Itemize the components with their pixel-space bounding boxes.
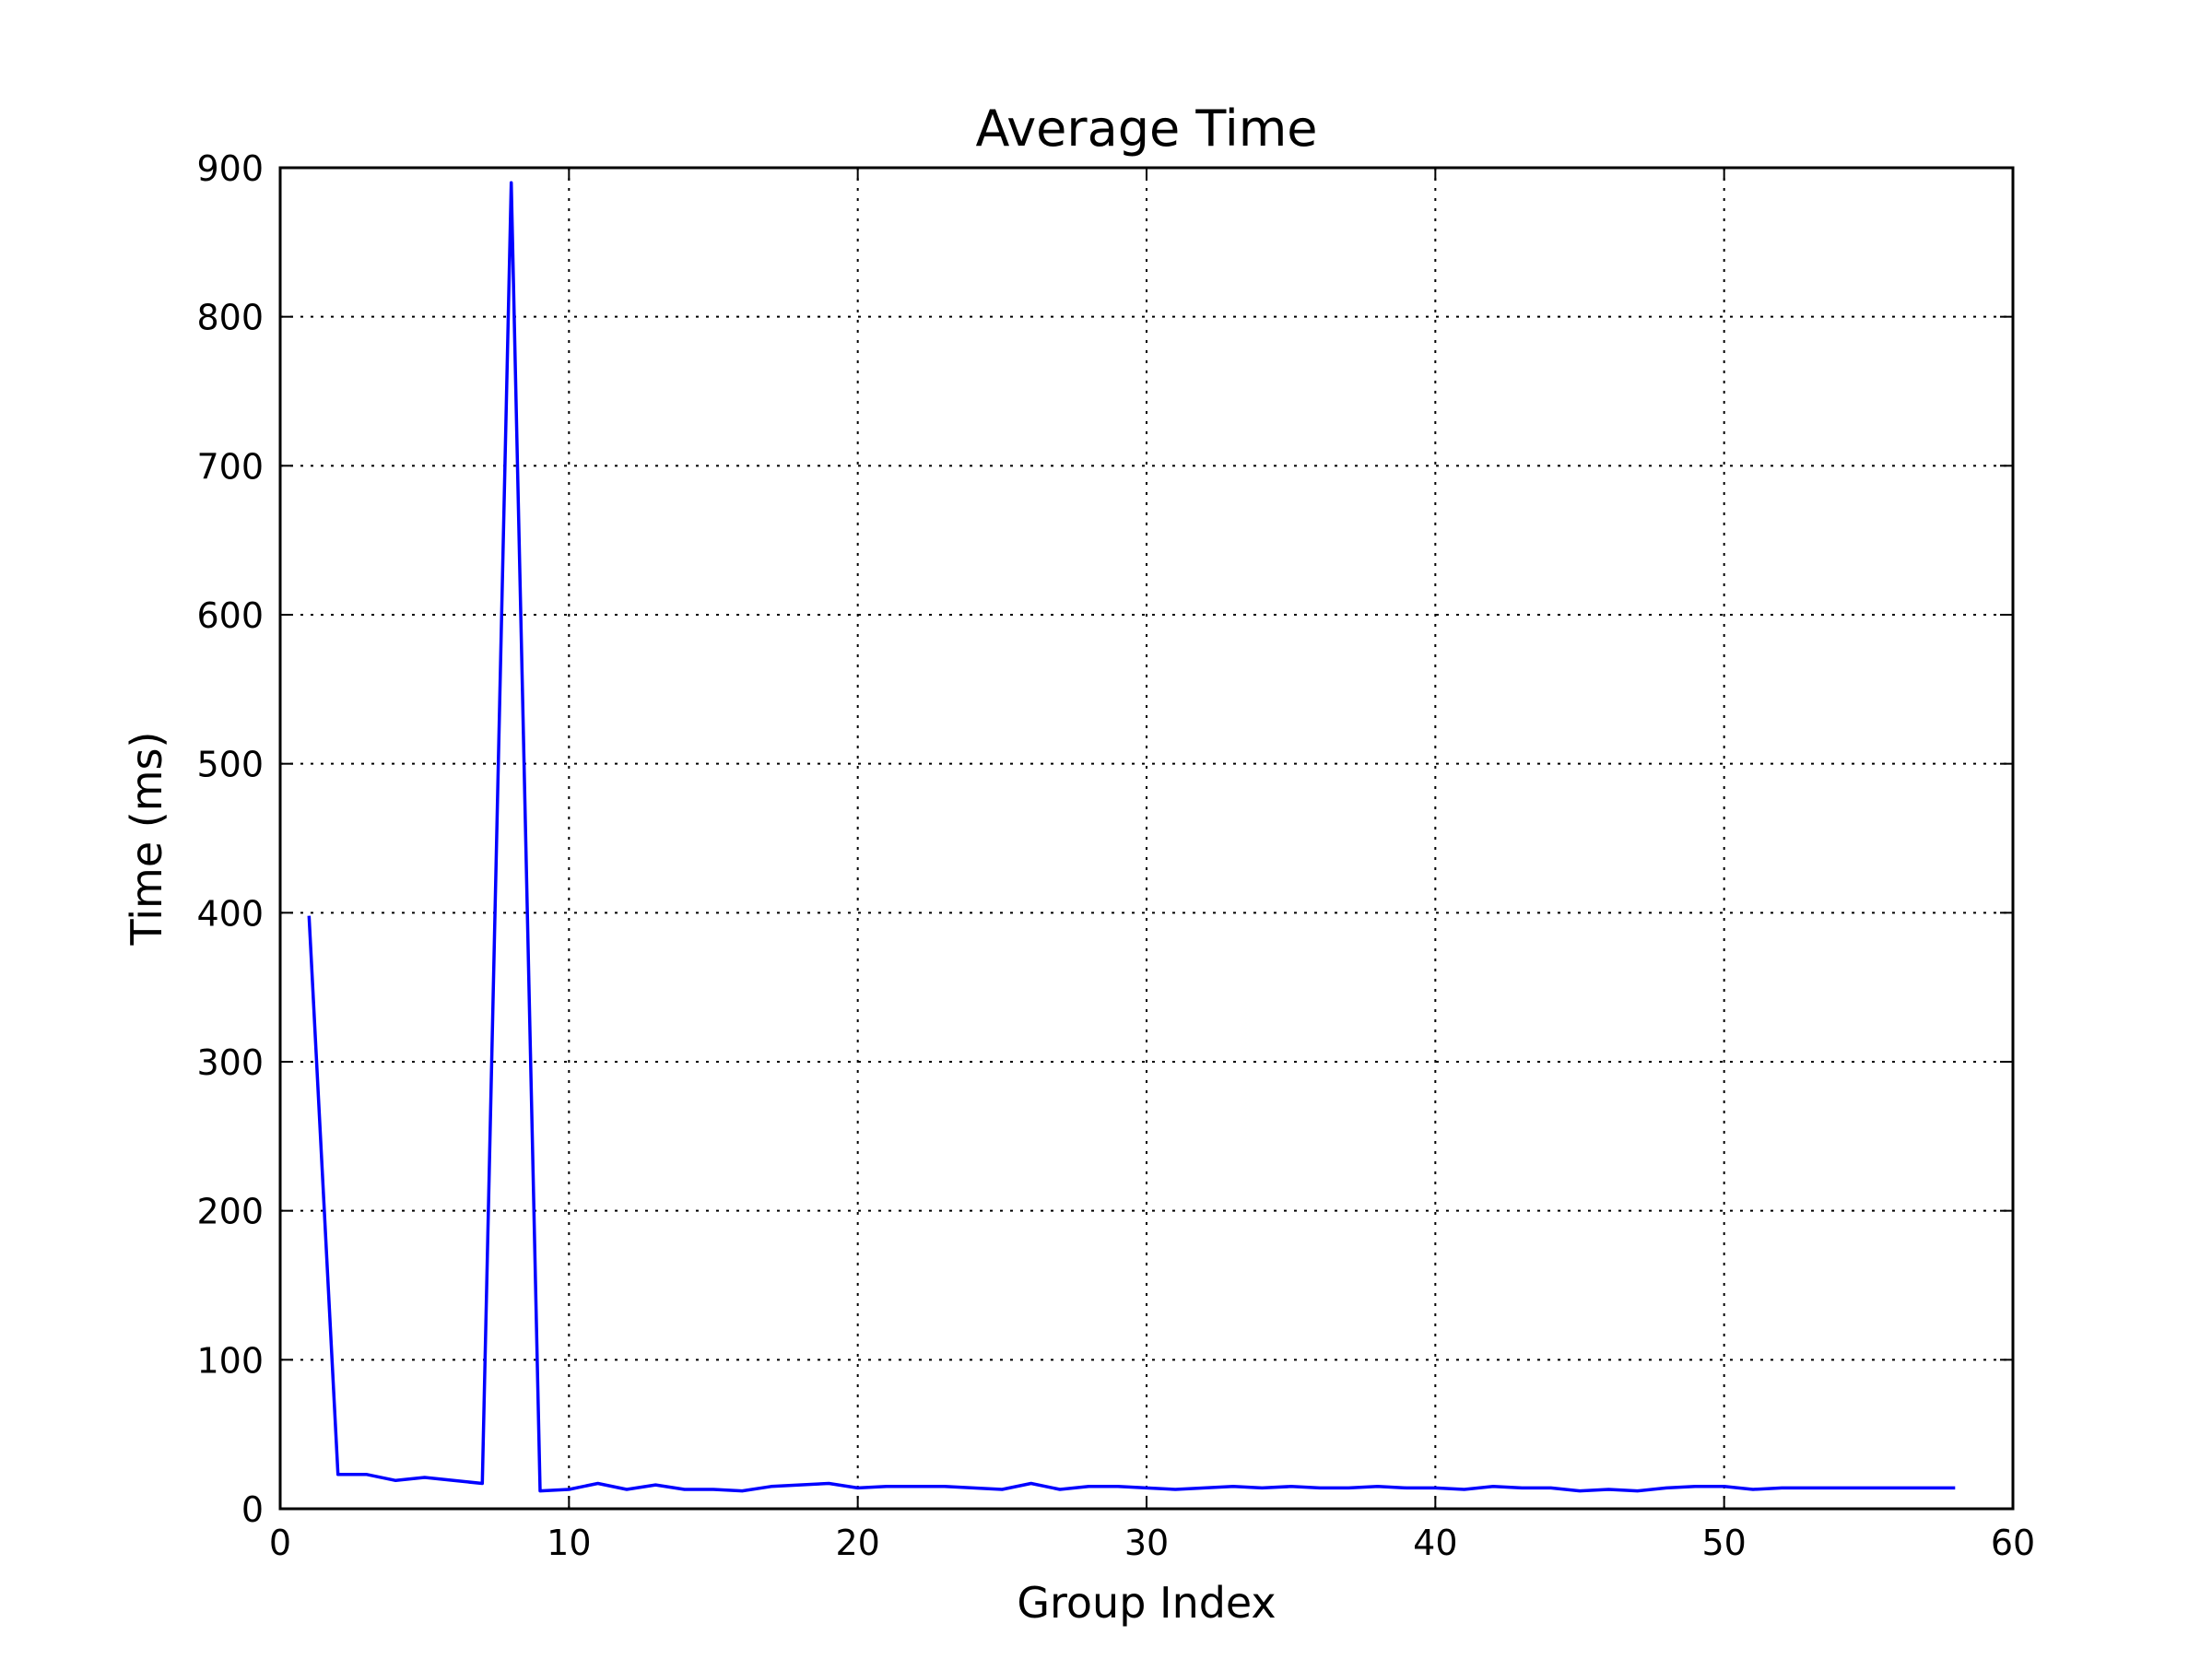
- y-tick-label: 200: [196, 1192, 264, 1232]
- x-tick-label: 50: [1701, 1523, 1746, 1563]
- series-line: [307, 181, 1956, 1493]
- x-tick-label: 40: [1413, 1523, 1457, 1563]
- grid: [280, 168, 2013, 1509]
- y-tick-label: 300: [196, 1042, 264, 1083]
- x-tick-label: 0: [269, 1523, 291, 1563]
- y-tick-label: 400: [196, 893, 264, 934]
- y-tick-label: 800: [196, 298, 264, 338]
- y-tick-label: 100: [196, 1340, 264, 1381]
- y-tick-label: 0: [241, 1489, 264, 1530]
- y-tick-label: 500: [196, 745, 264, 785]
- x-tick-label: 10: [547, 1523, 591, 1563]
- x-tick-label: 30: [1124, 1523, 1169, 1563]
- x-tick-label: 60: [1991, 1523, 2035, 1563]
- y-tick-label: 700: [196, 446, 264, 487]
- chart-title: Average Time: [975, 100, 1317, 158]
- x-tick-label: 20: [835, 1523, 879, 1563]
- series-layer: [307, 181, 1956, 1493]
- x-axis-label: Group Index: [1017, 1578, 1276, 1628]
- y-axis-label: Time (ms): [122, 732, 171, 947]
- ticks: 0 10 20 30 40 50 60010020030040050060070080090…: [196, 148, 2035, 1563]
- y-tick-label: 900: [196, 148, 264, 189]
- y-tick-label: 600: [196, 595, 264, 636]
